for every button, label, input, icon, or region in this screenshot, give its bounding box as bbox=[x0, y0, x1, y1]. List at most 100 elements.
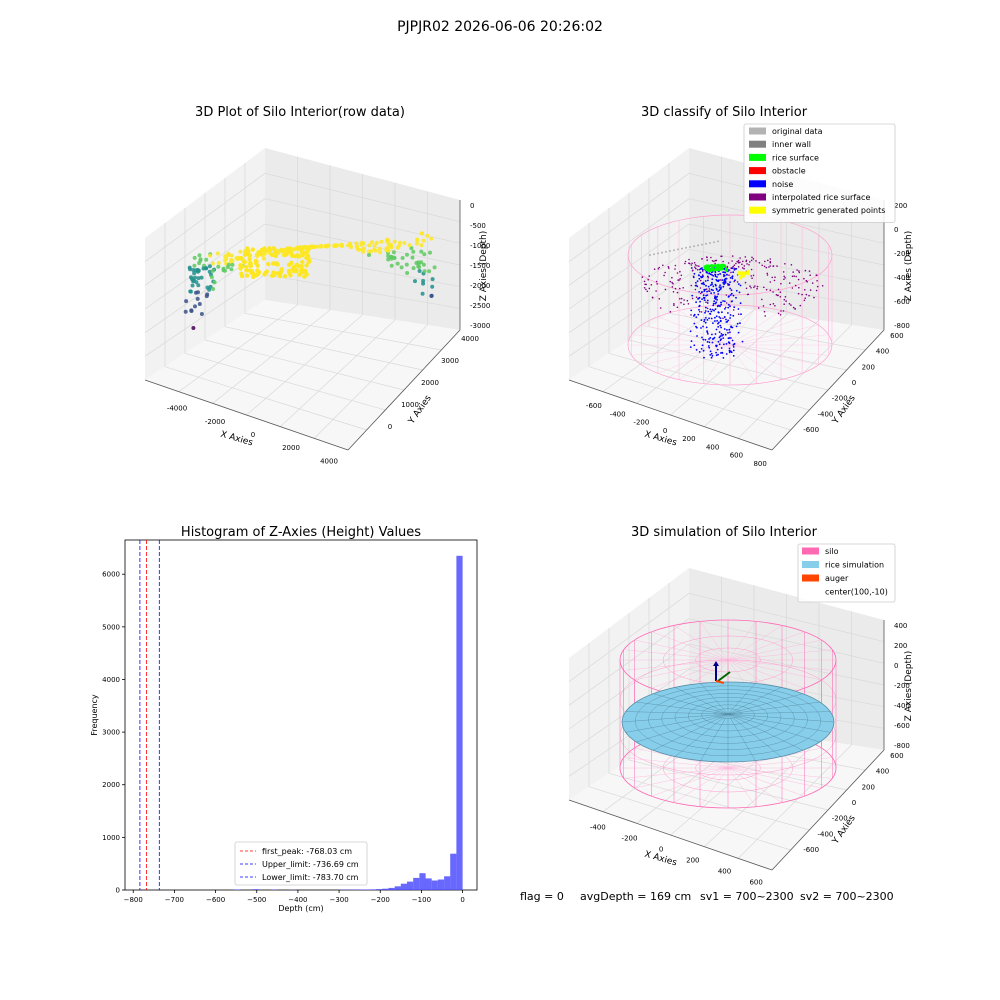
silo-strut bbox=[729, 344, 829, 356]
silo-strut bbox=[727, 639, 822, 661]
data-point bbox=[189, 309, 194, 313]
noise-point bbox=[731, 277, 734, 280]
noise-point bbox=[730, 292, 733, 295]
silo-strut bbox=[634, 767, 729, 789]
axis-label-y-histogram: Frequency bbox=[90, 694, 99, 736]
interp-point bbox=[769, 261, 772, 264]
noise-point bbox=[707, 345, 710, 347]
data-point bbox=[286, 268, 292, 274]
interp-point bbox=[659, 307, 662, 309]
noise-point bbox=[713, 292, 716, 294]
legend-swatch bbox=[802, 588, 819, 595]
noise-point bbox=[735, 296, 737, 299]
interp-point bbox=[664, 271, 666, 274]
interp-point bbox=[751, 256, 753, 259]
noise-point bbox=[705, 326, 708, 329]
interp-point bbox=[732, 265, 734, 268]
original-point bbox=[697, 244, 699, 247]
original-point bbox=[709, 242, 711, 244]
silo-strut bbox=[699, 621, 729, 661]
interp-point bbox=[794, 284, 797, 287]
histogram-bar bbox=[425, 878, 432, 890]
noise-point bbox=[711, 333, 713, 336]
interp-point bbox=[694, 264, 697, 266]
pane-floor bbox=[145, 300, 460, 450]
data-point bbox=[283, 252, 288, 257]
data-point bbox=[407, 243, 412, 248]
legend-label: first_peak: -768.03 cm bbox=[262, 847, 352, 856]
data-point bbox=[302, 274, 307, 279]
interp-point bbox=[655, 280, 658, 283]
interp-point bbox=[671, 276, 673, 279]
interp-point bbox=[805, 279, 808, 282]
auger-arrow-z bbox=[713, 661, 719, 666]
noise-point bbox=[700, 327, 702, 329]
data-point bbox=[386, 254, 391, 258]
legend-label: original data bbox=[772, 127, 823, 136]
tick-label-x: −400 bbox=[288, 896, 307, 904]
data-point bbox=[238, 263, 243, 268]
noise-point bbox=[728, 328, 731, 331]
noise-point bbox=[739, 322, 741, 325]
silo-strut bbox=[727, 659, 833, 671]
histogram-bar bbox=[376, 889, 383, 890]
interp-point bbox=[737, 261, 740, 263]
rice-surface-point bbox=[710, 267, 714, 271]
noise-point bbox=[730, 337, 732, 339]
noise-point bbox=[712, 322, 714, 324]
rice-surface-mesh bbox=[727, 713, 804, 751]
silo-strut bbox=[703, 306, 731, 346]
interp-point bbox=[724, 306, 727, 309]
noise-point bbox=[726, 320, 729, 323]
tick-label-y: 3000 bbox=[441, 357, 459, 365]
noise-point bbox=[695, 349, 698, 351]
pane-floor bbox=[569, 300, 884, 450]
tick-label-z: -600 bbox=[894, 722, 910, 730]
tick-label-x: −600 bbox=[206, 896, 225, 904]
data-point bbox=[282, 274, 288, 279]
histogram-bar bbox=[357, 889, 364, 890]
data-point bbox=[378, 250, 382, 255]
interp-point bbox=[650, 284, 653, 286]
rice-surface-point bbox=[719, 267, 724, 271]
interp-point bbox=[801, 293, 803, 296]
original-point bbox=[693, 245, 695, 248]
interp-point bbox=[671, 281, 673, 284]
rice-surface-mesh bbox=[727, 701, 820, 715]
interp-point bbox=[731, 260, 733, 262]
interp-point bbox=[657, 268, 660, 270]
interp-point bbox=[688, 258, 690, 261]
noise-point bbox=[732, 355, 735, 357]
rice-surface-mesh bbox=[674, 713, 729, 757]
data-point bbox=[432, 265, 437, 270]
tick-labels-raw-data: -4000 -2000 0 2000 4000 0 1000 2000 3000 4000 0 -50… bbox=[167, 202, 491, 465]
interp-point bbox=[658, 298, 661, 300]
tick-label-x: -400 bbox=[590, 824, 606, 832]
legend-histogram: first_peak: -768.03 cm Upper_limit: -736.… bbox=[234, 841, 368, 886]
interp-point bbox=[701, 270, 704, 272]
noise-point bbox=[693, 322, 696, 325]
interp-point bbox=[809, 289, 812, 291]
original-point bbox=[661, 251, 663, 254]
interp-point bbox=[725, 294, 728, 296]
noise-point bbox=[732, 346, 735, 348]
noise-point bbox=[723, 281, 725, 283]
interp-point bbox=[679, 298, 681, 300]
data-point bbox=[184, 299, 189, 304]
tick-label-z: 0 bbox=[894, 226, 898, 234]
interp-point bbox=[664, 288, 667, 291]
noise-point bbox=[720, 352, 722, 354]
noise-point bbox=[718, 336, 721, 339]
interp-point bbox=[782, 271, 785, 273]
noise-point bbox=[735, 325, 738, 328]
noise-point bbox=[723, 268, 726, 271]
data-point bbox=[196, 290, 200, 295]
interp-point bbox=[815, 289, 818, 292]
interp-point bbox=[676, 291, 679, 294]
silo-strut bbox=[623, 757, 729, 769]
noise-point bbox=[701, 276, 704, 279]
interp-point bbox=[772, 265, 774, 268]
interp-point bbox=[783, 275, 785, 278]
noise-point bbox=[708, 290, 711, 292]
interp-point bbox=[776, 265, 778, 267]
